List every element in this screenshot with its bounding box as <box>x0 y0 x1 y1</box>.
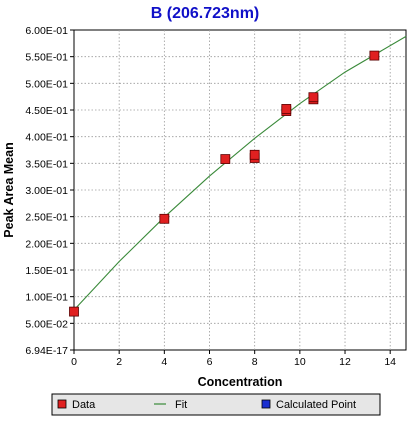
y-tick-label: 5.00E-01 <box>25 78 68 90</box>
y-tick-label: 5.50E-01 <box>25 52 68 64</box>
axis-ticks: 0 2 4 6 8 10 12 14 6.94E-17 5.00E-02 1.00E-01 1.50E… <box>25 25 396 368</box>
y-tick-label: 2.50E-01 <box>25 212 68 224</box>
y-tick-label: 2.00E-01 <box>25 238 68 250</box>
y-tick-label: 5.00E-02 <box>25 318 68 330</box>
x-tick-label: 8 <box>252 356 258 368</box>
y-axis-label: Peak Area Mean <box>2 142 16 237</box>
legend-calculated-point-marker <box>261 399 271 409</box>
data-point <box>249 149 260 160</box>
x-tick-label: 0 <box>71 356 77 368</box>
y-tick-label: 6.94E-17 <box>25 345 68 357</box>
x-tick-label: 10 <box>294 356 306 368</box>
legend-fit-label: Fit <box>175 399 187 411</box>
y-tick-label: 3.00E-01 <box>25 185 68 197</box>
legend-data-marker <box>57 399 67 409</box>
y-tick-label: 1.50E-01 <box>25 265 68 277</box>
data-points-layer <box>69 50 380 317</box>
data-point <box>159 213 170 224</box>
data-point <box>281 104 292 114</box>
fit-line <box>73 35 407 311</box>
x-tick-label: 14 <box>384 356 396 368</box>
data-point <box>69 306 79 317</box>
x-axis-label: Concentration <box>198 375 283 389</box>
chart-title: B (206.723nm) <box>151 5 260 22</box>
y-tick-label: 3.50E-01 <box>25 158 68 170</box>
x-tick-label: 4 <box>161 356 167 368</box>
x-tick-label: 2 <box>116 356 122 368</box>
x-tick-label: 12 <box>339 356 351 368</box>
grid-lines <box>74 30 406 350</box>
data-point <box>220 154 231 164</box>
y-tick-label: 4.50E-01 <box>25 105 68 117</box>
x-tick-label: 6 <box>207 356 213 368</box>
legend-calculated-point-label: Calculated Point <box>276 399 356 411</box>
data-point <box>369 50 380 61</box>
data-point <box>308 92 319 103</box>
y-tick-label: 1.00E-01 <box>25 292 68 304</box>
y-tick-label: 4.00E-01 <box>25 132 68 144</box>
legend: Data Fit Calculated Point <box>51 393 381 416</box>
fit-line-layer <box>73 35 407 311</box>
legend-box <box>51 393 381 416</box>
legend-data-label: Data <box>72 399 96 411</box>
y-tick-label: 6.00E-01 <box>25 25 68 37</box>
